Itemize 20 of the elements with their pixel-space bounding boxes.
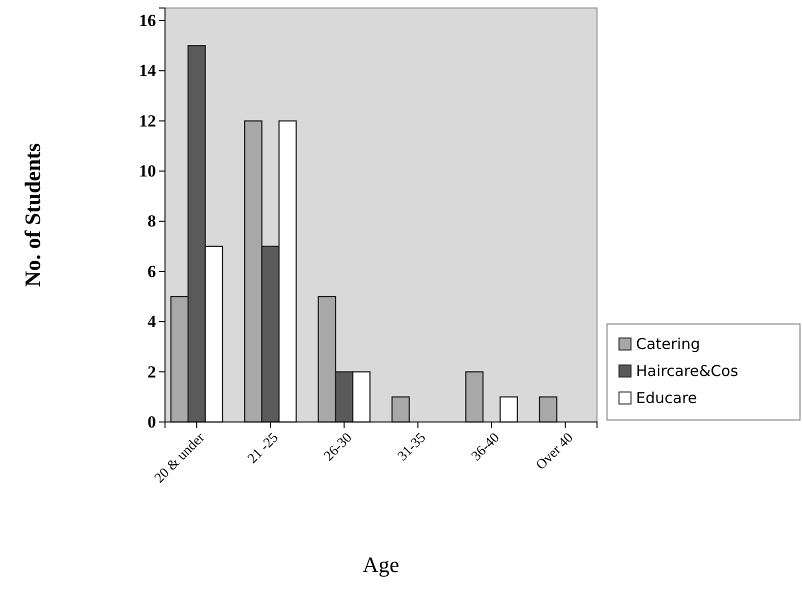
- legend-label: Catering: [636, 335, 700, 353]
- y-tick-label: 14: [139, 61, 156, 80]
- bar: [391, 396, 410, 423]
- y-tick-label: 16: [139, 10, 156, 30]
- y-tick-label: 4: [148, 312, 156, 332]
- legend-label: Educare: [636, 389, 698, 407]
- y-axis-title: No. of Students: [20, 142, 45, 287]
- y-tick-label: 2: [148, 362, 156, 382]
- x-tick-label: Over 40: [534, 430, 576, 474]
- bar: [538, 396, 558, 423]
- y-tick-label: 12: [139, 111, 156, 130]
- bar: [465, 371, 484, 423]
- y-tick-label: 8: [148, 212, 156, 231]
- x-tick-label: 21 -25: [245, 430, 282, 467]
- y-tick-label: 6: [148, 262, 156, 281]
- y-tick-label: 10: [139, 162, 156, 181]
- legend-label: Haircare&Cos: [636, 362, 738, 380]
- bar: [500, 396, 518, 423]
- y-tick-label: 0: [148, 412, 156, 432]
- x-axis-title: Age: [362, 552, 400, 577]
